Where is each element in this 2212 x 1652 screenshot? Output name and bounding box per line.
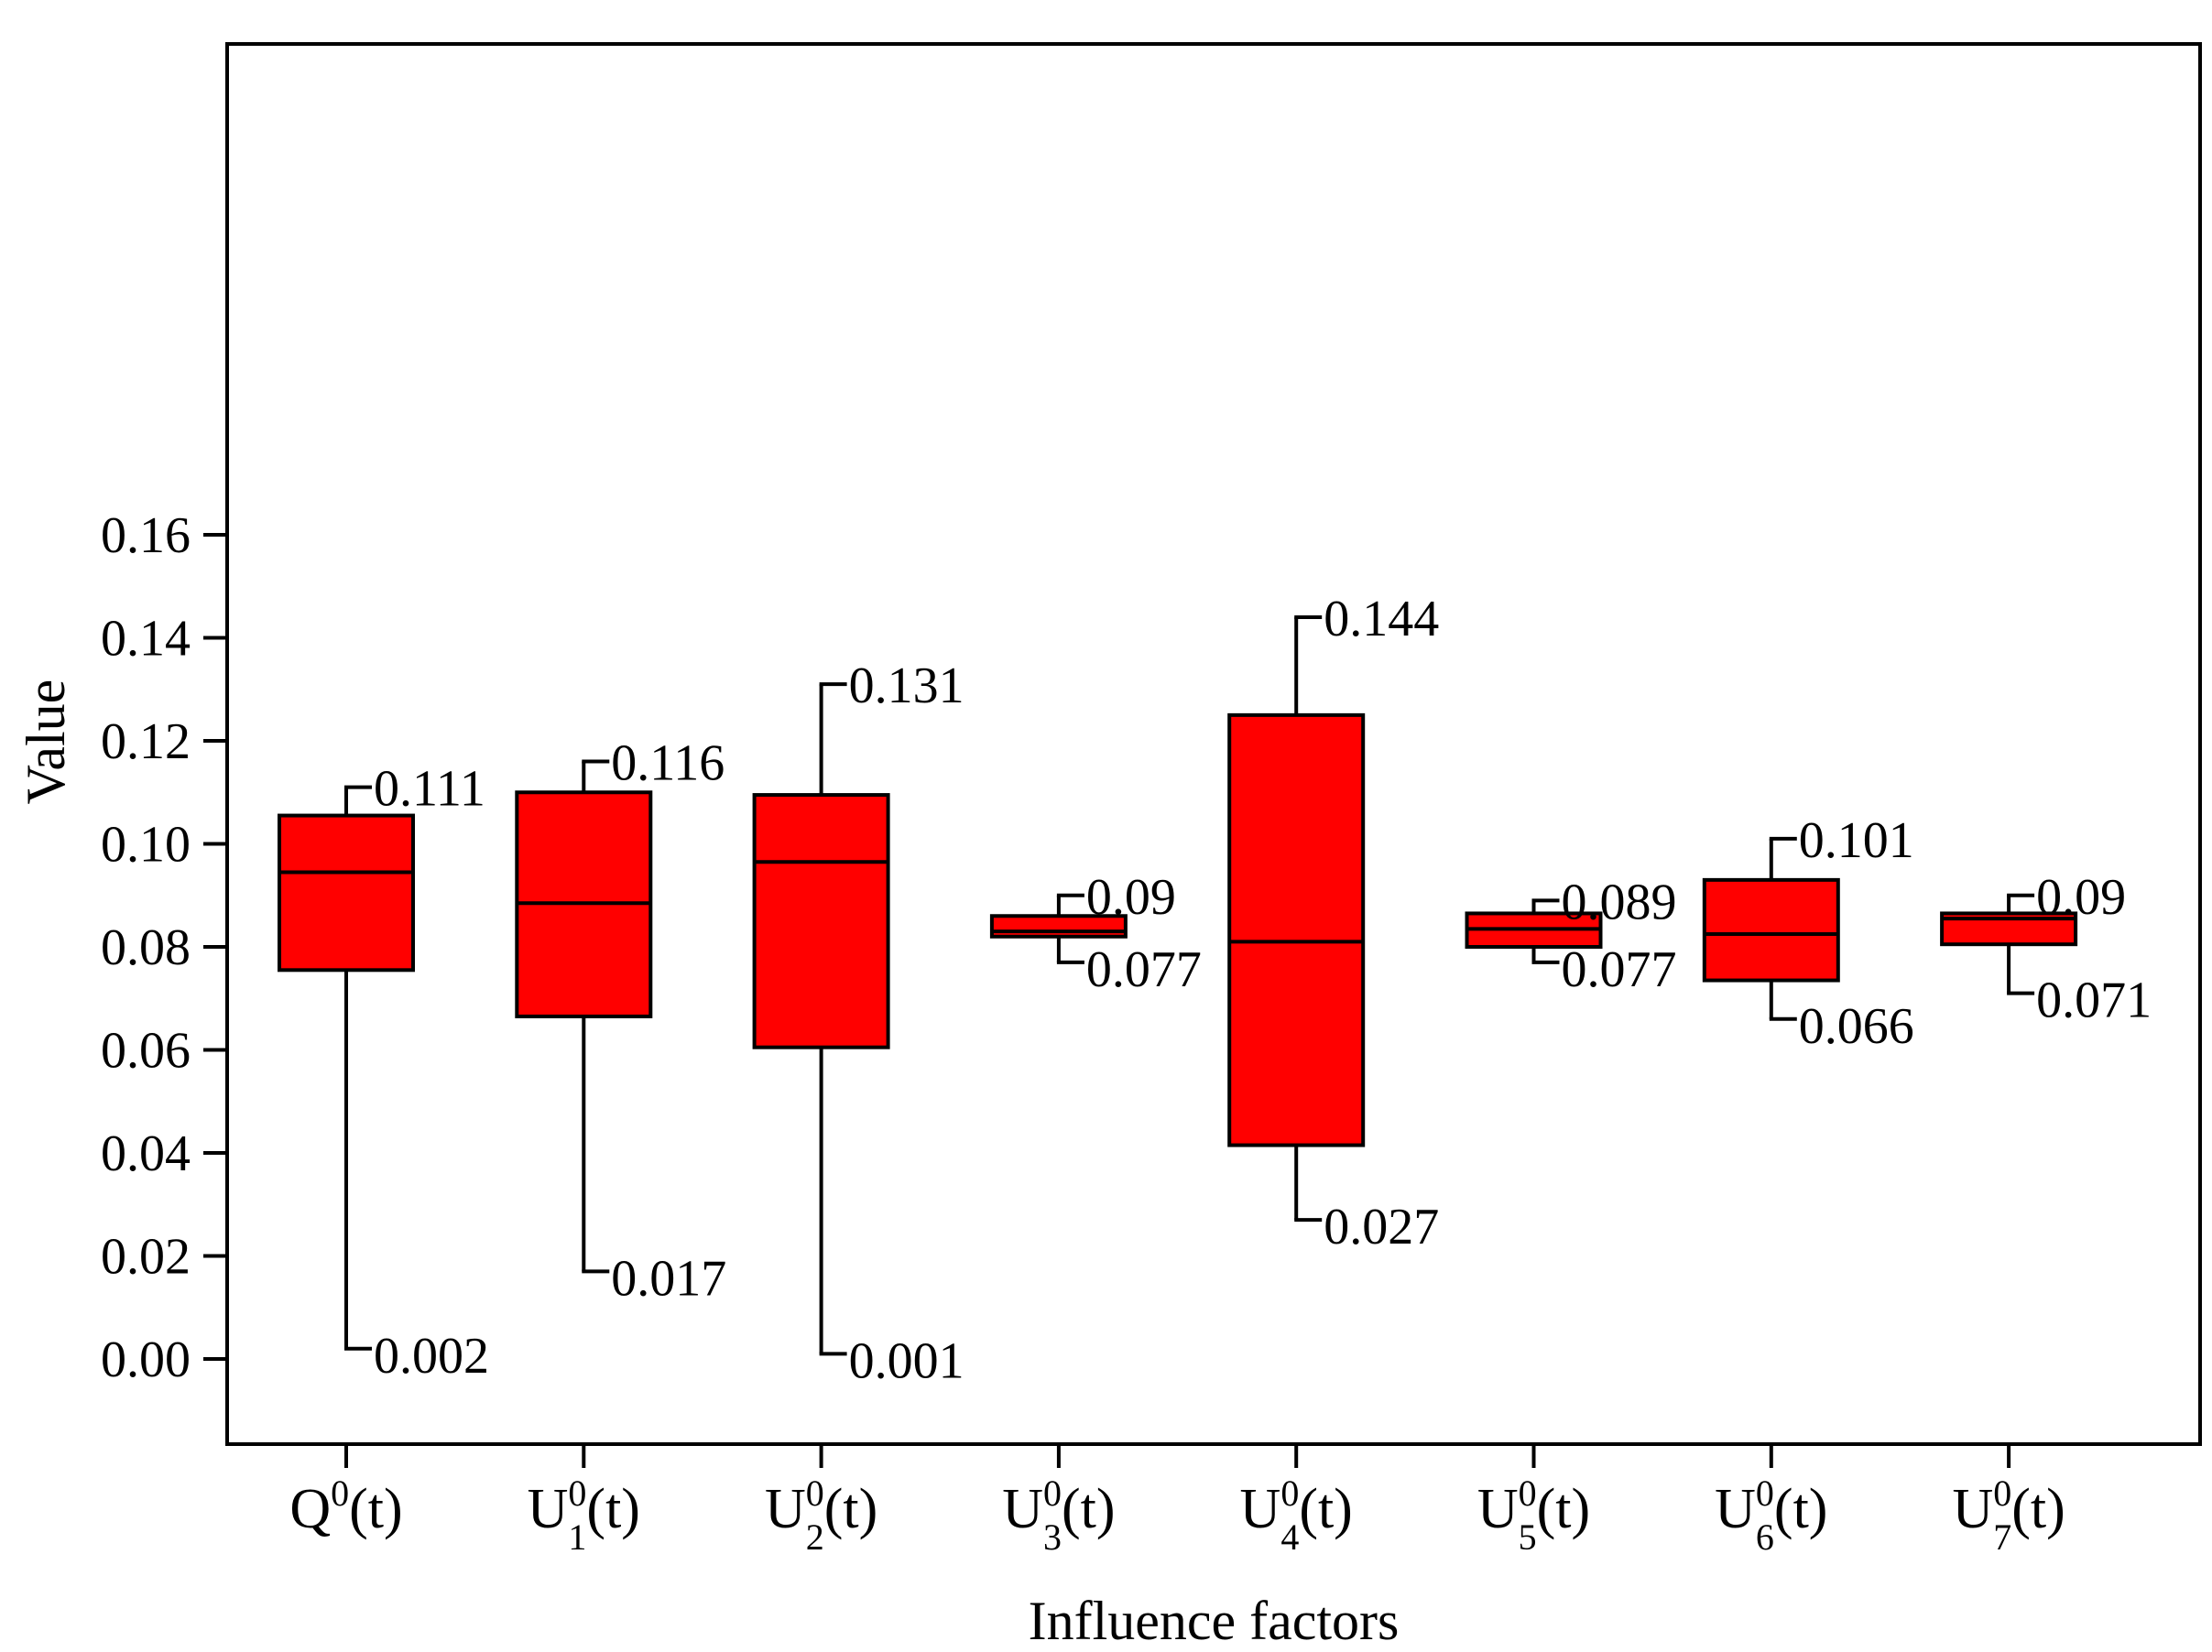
x-category-label: U0 3(t): [1002, 1473, 1115, 1558]
x-axis: Q0(t) U0 1(t) U0 2(t) U0 3(t) U0 4(t) U0 5(t) U0 6(t…: [289, 1444, 2065, 1558]
y-tick-label: 0.06: [101, 1023, 191, 1080]
box-group: 0.101 0.066: [1702, 812, 1914, 1055]
max-value-label: 0.09: [1086, 869, 1176, 926]
max-value-label: 0.131: [849, 658, 964, 714]
box-group: 0.111 0.002: [278, 761, 489, 1385]
min-value-label: 0.002: [374, 1328, 489, 1385]
max-value-label: 0.101: [1799, 812, 1914, 869]
box-group: 0.131 0.001: [752, 658, 964, 1389]
x-category-label: Q0(t): [289, 1473, 402, 1540]
x-category-label: U0 5(t): [1477, 1473, 1590, 1558]
y-tick-label: 0.10: [101, 817, 191, 874]
x-category-label: U0 7(t): [1952, 1473, 2065, 1558]
x-category-label: U0 6(t): [1715, 1473, 1827, 1558]
y-tick-label: 0.02: [101, 1229, 191, 1286]
min-value-label: 0.027: [1324, 1199, 1439, 1255]
y-axis-title: Value: [16, 679, 76, 805]
y-axis: 0.00 0.02 0.04 0.06 0.08 0.10 0.12 0.14 0.16: [101, 507, 227, 1388]
box-group: 0.116 0.017: [515, 735, 726, 1307]
y-tick-label: 0.04: [101, 1125, 191, 1182]
min-value-label: 0.077: [1562, 941, 1677, 998]
box-group: 0.09 0.077: [989, 869, 1202, 998]
x-axis-title: Influence factors: [1029, 1591, 1400, 1651]
box-body: [1702, 877, 1840, 983]
x-category-label: U0 2(t): [765, 1473, 877, 1558]
max-value-label: 0.144: [1324, 591, 1439, 647]
box-body: [278, 813, 415, 973]
y-tick-label: 0.16: [101, 507, 191, 564]
box-group: 0.09 0.071: [1940, 869, 2152, 1029]
box-group: 0.144 0.027: [1227, 591, 1439, 1255]
x-category-label: U0 1(t): [528, 1473, 640, 1558]
box-group: 0.089 0.077: [1465, 874, 1677, 998]
max-value-label: 0.089: [1562, 874, 1677, 930]
min-value-label: 0.071: [2036, 973, 2152, 1029]
x-category-label: U0 4(t): [1240, 1473, 1353, 1558]
max-value-label: 0.111: [374, 761, 485, 818]
box-body: [1227, 712, 1366, 1147]
min-value-label: 0.066: [1799, 998, 1914, 1055]
max-value-label: 0.116: [611, 735, 725, 792]
y-tick-label: 0.00: [101, 1331, 191, 1388]
min-value-label: 0.001: [849, 1332, 964, 1389]
min-value-label: 0.017: [611, 1250, 726, 1307]
plot-frame: [225, 42, 2202, 1446]
y-tick-label: 0.12: [101, 713, 191, 770]
min-value-label: 0.077: [1086, 941, 1202, 998]
y-tick-label: 0.14: [101, 611, 191, 668]
box-series: 0.1110.0020.1160.0170.1310.0010.090.0770…: [278, 591, 2152, 1389]
box-body: [752, 793, 890, 1049]
max-value-label: 0.09: [2036, 869, 2126, 926]
y-tick-label: 0.08: [101, 919, 191, 976]
